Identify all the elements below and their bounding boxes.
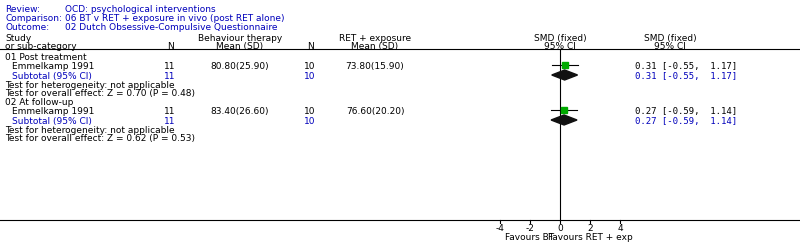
Text: Review:: Review: — [5, 5, 40, 14]
Text: N: N — [166, 42, 174, 51]
Text: Mean (SD): Mean (SD) — [217, 42, 263, 51]
Text: Test for overall effect: Z = 0.70 (P = 0.48): Test for overall effect: Z = 0.70 (P = 0… — [5, 89, 195, 98]
Text: Test for heterogeneity: not applicable: Test for heterogeneity: not applicable — [5, 126, 174, 135]
Text: 11: 11 — [164, 107, 176, 116]
Polygon shape — [552, 70, 578, 80]
Text: RET + exposure: RET + exposure — [339, 34, 411, 43]
Text: Test for heterogeneity: not applicable: Test for heterogeneity: not applicable — [5, 81, 174, 90]
Text: 01 Post treatment: 01 Post treatment — [5, 53, 86, 62]
Text: Outcome:: Outcome: — [5, 23, 49, 32]
Text: 2: 2 — [587, 224, 593, 233]
Text: 0.27 [-0.59,  1.14]: 0.27 [-0.59, 1.14] — [635, 117, 737, 126]
Text: 10: 10 — [304, 117, 316, 126]
Text: 0: 0 — [557, 224, 563, 233]
Text: 83.40(26.60): 83.40(26.60) — [210, 107, 270, 116]
Text: 11: 11 — [164, 117, 176, 126]
Text: Test for overall effect: Z = 0.62 (P = 0.53): Test for overall effect: Z = 0.62 (P = 0… — [5, 134, 195, 143]
Text: 10: 10 — [304, 72, 316, 81]
Text: 0.27 [-0.59,  1.14]: 0.27 [-0.59, 1.14] — [635, 107, 737, 116]
Text: 80.80(25.90): 80.80(25.90) — [210, 62, 270, 71]
Text: 4: 4 — [617, 224, 623, 233]
Polygon shape — [551, 115, 577, 125]
Text: 11: 11 — [164, 72, 176, 81]
Text: SMD (fixed): SMD (fixed) — [534, 34, 586, 43]
Text: or sub-category: or sub-category — [5, 42, 77, 51]
Text: 06 BT v RET + exposure in vivo (post RET alone): 06 BT v RET + exposure in vivo (post RET… — [65, 14, 285, 23]
Text: 02 At follow-up: 02 At follow-up — [5, 98, 74, 107]
Text: Subtotal (95% CI): Subtotal (95% CI) — [12, 117, 92, 126]
Text: 0.31 [-0.55,  1.17]: 0.31 [-0.55, 1.17] — [635, 72, 737, 81]
Text: OCD: psychological interventions: OCD: psychological interventions — [65, 5, 216, 14]
Text: -4: -4 — [495, 224, 505, 233]
Text: 0.31 [-0.55,  1.17]: 0.31 [-0.55, 1.17] — [635, 62, 737, 71]
Text: 02 Dutch Obsessive-Compulsive Questionnaire: 02 Dutch Obsessive-Compulsive Questionna… — [65, 23, 278, 32]
Text: 10: 10 — [304, 62, 316, 71]
Text: Mean (SD): Mean (SD) — [351, 42, 398, 51]
Text: Emmelkamp 1991: Emmelkamp 1991 — [12, 107, 94, 116]
Text: Subtotal (95% CI): Subtotal (95% CI) — [12, 72, 92, 81]
Text: -2: -2 — [526, 224, 534, 233]
Text: Favours RET + exp: Favours RET + exp — [548, 233, 632, 242]
Bar — [562, 62, 568, 68]
Text: Behaviour therapy: Behaviour therapy — [198, 34, 282, 43]
Text: 95% CI: 95% CI — [654, 42, 686, 51]
Text: Emmelkamp 1991: Emmelkamp 1991 — [12, 62, 94, 71]
Text: 11: 11 — [164, 62, 176, 71]
Bar — [561, 107, 567, 113]
Text: N: N — [306, 42, 314, 51]
Text: 76.60(20.20): 76.60(20.20) — [346, 107, 404, 116]
Text: 73.80(15.90): 73.80(15.90) — [346, 62, 404, 71]
Text: 10: 10 — [304, 107, 316, 116]
Text: Favours BT: Favours BT — [506, 233, 554, 242]
Text: Study: Study — [5, 34, 31, 43]
Text: SMD (fixed): SMD (fixed) — [644, 34, 696, 43]
Text: Comparison:: Comparison: — [5, 14, 62, 23]
Text: 95% CI: 95% CI — [544, 42, 576, 51]
